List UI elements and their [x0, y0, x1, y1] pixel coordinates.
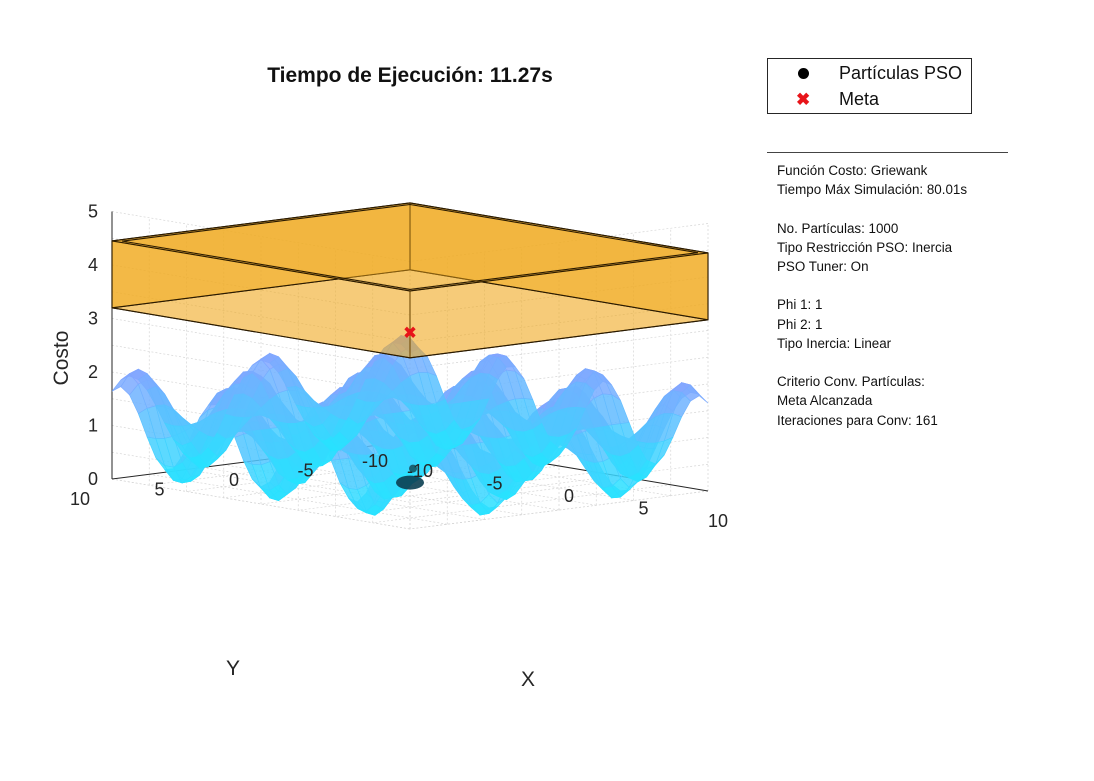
info-line: Iteraciones para Conv: 161: [777, 412, 938, 428]
goal-marker: ✖: [403, 324, 417, 344]
x-tick-label: 5: [638, 499, 648, 519]
info-line: Meta Alcanzada: [777, 393, 873, 409]
y-tick-label: 0: [229, 470, 239, 490]
y-tick-label: -10: [362, 451, 388, 471]
z-tick-label: 5: [88, 202, 98, 222]
info-line: PSO Tuner: On: [777, 259, 869, 274]
z-tick-label: 4: [88, 255, 98, 275]
constraint-box: [111, 202, 709, 359]
info-line: No. Partículas: 1000: [777, 220, 899, 236]
legend[interactable]: Partículas PSO ✖ Meta: [767, 58, 972, 114]
z-tick-label: 0: [88, 469, 98, 489]
info-panel: Función Costo: Griewank Tiempo Máx Simul…: [777, 161, 967, 430]
info-line: Función Costo: Griewank: [777, 163, 928, 178]
legend-item-particles[interactable]: Partículas PSO: [768, 62, 971, 86]
x-tick-label: 0: [564, 486, 574, 506]
legend-label-particles: Partículas PSO: [839, 63, 963, 83]
legend-item-goal[interactable]: ✖ Meta: [768, 88, 971, 112]
info-line: Tipo Restricción PSO: Inercia: [777, 239, 953, 255]
y-tick-label: -5: [297, 461, 313, 481]
box-face-top: [111, 202, 709, 292]
info-line: Phi 1: 1: [777, 297, 823, 313]
x-tick-label: -10: [407, 461, 433, 481]
griewank-surface: [111, 334, 709, 516]
particle-point: [409, 464, 417, 473]
x-tick-label: 10: [708, 511, 728, 531]
info-line: Criterio Conv. Partículas:: [777, 374, 925, 390]
info-line: Tiempo Máx Simulación: 80.01s: [777, 182, 968, 198]
x-tick-label: -5: [486, 474, 502, 494]
legend-label-goal: Meta: [839, 89, 880, 109]
info-line: Tipo Inercia: Linear: [777, 335, 892, 351]
info-line: Phi 2: 1: [777, 316, 823, 332]
markers: ✖: [396, 324, 424, 490]
y-axis-label: Y: [226, 657, 240, 680]
particle-marker-icon: [796, 66, 812, 82]
y-tick-label: 10: [70, 489, 90, 509]
info-divider: [767, 152, 1008, 153]
z-tick-label: 3: [88, 309, 98, 329]
particle-cluster: [396, 475, 424, 490]
z-tick-label: 2: [88, 362, 98, 382]
goal-cross-icon: ✖: [796, 90, 811, 109]
z-tick-label: 1: [88, 416, 98, 436]
z-axis-label: Costo: [50, 331, 73, 386]
y-tick-label: 5: [154, 480, 164, 500]
box-rim: [121, 203, 699, 290]
chart-title: Tiempo de Ejecución: 11.27s: [267, 64, 553, 87]
x-axis-label: X: [521, 668, 535, 691]
axis-labels: X Y Costo: [50, 331, 535, 691]
